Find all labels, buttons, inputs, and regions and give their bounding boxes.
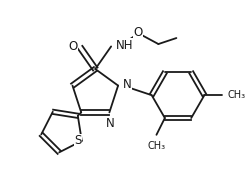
- Text: O: O: [134, 26, 143, 39]
- Text: NH: NH: [116, 39, 133, 52]
- Text: S: S: [74, 134, 82, 147]
- Text: O: O: [68, 40, 78, 53]
- Text: N: N: [123, 78, 132, 91]
- Text: CH₃: CH₃: [147, 141, 165, 151]
- Text: N: N: [106, 117, 115, 130]
- Text: CH₃: CH₃: [227, 90, 245, 100]
